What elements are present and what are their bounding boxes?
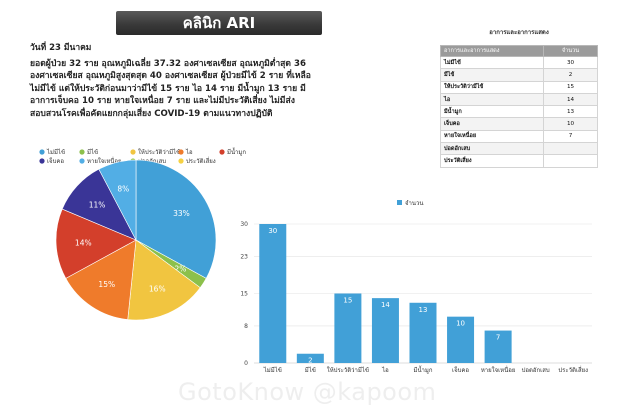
pie-legend-label: ไอ xyxy=(185,148,193,156)
bar-y-tick-label: 30 xyxy=(240,221,248,228)
bar-legend-label: จำนวน xyxy=(405,200,423,207)
bar-category-label: มีไข้ xyxy=(305,366,316,374)
bar-value-label: 7 xyxy=(496,334,500,342)
symptom-cell: ปอดอักเสบ xyxy=(440,142,544,156)
pie-legend-marker xyxy=(219,149,225,155)
table-row: มีไข้ 2 xyxy=(440,68,598,82)
pie-percent-label: 8% xyxy=(117,185,129,194)
pie-legend-label: หายใจเหนื่อย xyxy=(87,157,122,165)
bar-category-label: ประวัติเสี่ยง xyxy=(558,366,588,374)
pie-legend-marker xyxy=(39,149,45,155)
bar-category-label: ให้ประวัติว่ามีไข้ xyxy=(327,366,369,374)
bar-value-label: 10 xyxy=(456,320,465,328)
pie-slice xyxy=(55,208,137,279)
pie-legend-marker xyxy=(178,149,184,155)
bar-value-label: 2 xyxy=(308,357,312,365)
table-caption: อาการและอาการแสดง xyxy=(489,29,549,36)
bar-category-label: มีน้ำมูก xyxy=(413,364,432,374)
table-row: เจ็บคอ 10 xyxy=(440,117,598,131)
table-row: ไอ 14 xyxy=(440,92,598,107)
pie-percent-label: 2% xyxy=(175,264,187,273)
bar-category-label: ปอดอักเสบ xyxy=(522,367,550,374)
symptom-cell: เจ็บคอ xyxy=(440,117,544,131)
pie-percent-label: 11% xyxy=(89,200,106,209)
table-header-row: อาการและอาการแสดง จำนวน xyxy=(440,45,598,57)
symptom-table: อาการและอาการแสดง จำนวน ไม่มีไข้ 30 มีไข้ 2… xyxy=(440,45,598,168)
report-date: วันที่ 23 มีนาคม xyxy=(30,43,92,53)
table-body: ไม่มีไข้ 30 มีไข้ 2 ให้ประวัติว่ามีไข้ 15 ไอ 14… xyxy=(440,55,598,168)
bar-value-label: 30 xyxy=(268,227,277,235)
pie-legend-marker xyxy=(178,158,184,164)
pie-slice xyxy=(135,159,217,279)
bar xyxy=(484,330,512,363)
pie-legend-marker xyxy=(130,149,136,155)
pie-legend-label: ไม่มีไข้ xyxy=(46,148,65,156)
page-title: คลินิก ARI xyxy=(116,11,322,35)
pie-percent-label: 15% xyxy=(98,280,115,289)
count-cell xyxy=(543,142,598,156)
pie-legend-label: เจ็บคอ xyxy=(47,156,64,165)
bar-y-tick-label: 0 xyxy=(244,360,248,367)
pie-percent-label: 33% xyxy=(173,209,190,218)
bar xyxy=(409,302,437,363)
pie-legend-marker xyxy=(39,158,45,164)
bar xyxy=(334,293,362,363)
pie-legend-label: มีไข้ xyxy=(87,148,98,156)
symptom-cell: ประวัติเสี่ยง xyxy=(440,154,544,168)
table-row: ประวัติเสี่ยง xyxy=(440,154,598,168)
pie-slice xyxy=(127,239,201,321)
pie-legend-marker xyxy=(79,158,85,164)
table-row: มีน้ำมูก 13 xyxy=(440,105,598,119)
table-row: ปอดอักเสบ xyxy=(440,142,598,156)
bar-category-label: หายใจเหนื่อย xyxy=(481,366,516,374)
bar xyxy=(296,353,324,363)
table-row: หายใจเหนื่อย 7 xyxy=(440,129,598,144)
watermark-text: GotoKnow @kapoom xyxy=(178,378,437,406)
pie-legend-label: มีน้ำมูก xyxy=(227,146,246,156)
pie-legend-marker xyxy=(79,149,85,155)
pie-legend-label: ประวัติเสี่ยง xyxy=(186,157,216,165)
bar-y-tick-label: 15 xyxy=(240,291,248,298)
bar xyxy=(447,316,475,363)
pie-percent-label: 16% xyxy=(149,284,166,293)
symptom-cell: มีไข้ xyxy=(440,68,544,82)
count-cell: 7 xyxy=(543,129,598,144)
table-row: ไม่มีไข้ 30 xyxy=(440,55,598,70)
pie-legend-label: ให้ประวัติว่ามีไข้ xyxy=(138,148,180,156)
count-cell: 2 xyxy=(543,68,598,82)
bar xyxy=(371,298,399,363)
bar-y-tick-label: 23 xyxy=(240,254,248,261)
pie-percent-label: 14% xyxy=(75,239,92,248)
pie-slice xyxy=(65,239,137,320)
summary-paragraph: ยอดผู้ป่วย 32 ราย อุณหภูมิเฉลี่ย 37.32 อ… xyxy=(30,59,311,119)
symptom-cell: ไอ xyxy=(440,92,544,107)
table-row: ให้ประวัติว่ามีไข้ 15 xyxy=(440,80,598,94)
bar-value-label: 14 xyxy=(381,301,390,309)
count-cell xyxy=(543,154,598,168)
bar xyxy=(259,224,287,363)
bar-value-label: 15 xyxy=(343,297,352,305)
pie-slice xyxy=(98,159,137,241)
bar-category-label: ไม่มีไข้ xyxy=(263,366,282,374)
bar-legend-swatch xyxy=(397,200,402,205)
bar-value-label: 13 xyxy=(419,306,428,314)
bar-y-tick-label: 8 xyxy=(244,323,248,330)
count-cell: 10 xyxy=(543,117,598,131)
bar-category-label: เจ็บคอ xyxy=(452,365,469,374)
bar-category-label: ไอ xyxy=(381,366,389,374)
